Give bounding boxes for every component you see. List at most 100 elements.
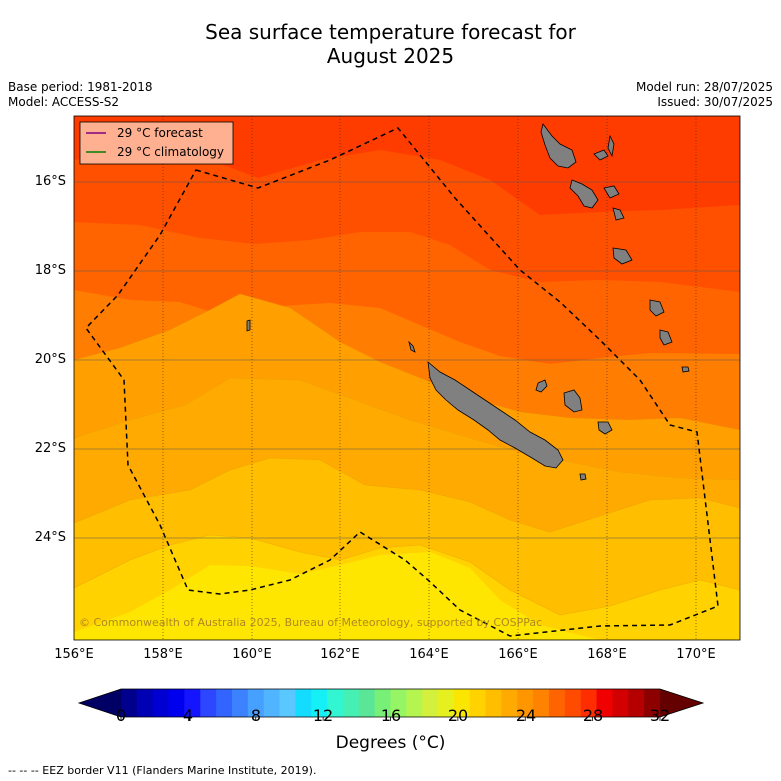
cb-tick-20: 20 <box>447 706 469 725</box>
issued-date: Issued: 30/07/2025 <box>657 95 773 109</box>
colorbar-over-arrow <box>660 689 703 717</box>
loyalty-1 <box>535 379 548 393</box>
vanuatu-3 <box>593 149 609 161</box>
xtick-168e: 168°E <box>587 647 627 662</box>
ytick-22s: 22°S <box>34 441 66 456</box>
vanuatu-10 <box>681 366 690 373</box>
colorbar-segment <box>358 689 376 717</box>
colorbar-segment <box>184 689 201 717</box>
colorbar-segment <box>469 689 487 717</box>
isle-pins <box>579 473 587 481</box>
colorbar-label: Degrees (°C) <box>335 733 446 753</box>
colorbar-segment <box>342 689 360 717</box>
colorbar-segment <box>533 689 550 717</box>
legend: 29 °C forecast 29 °C climatology <box>79 121 234 165</box>
colorbar-segment <box>438 689 455 717</box>
colorbar-segment <box>152 689 170 717</box>
colorbar-segment <box>327 689 344 717</box>
legend-climatology-label: 29 °C climatology <box>117 145 224 159</box>
colorbar-segment <box>390 689 407 717</box>
map-frame <box>73 115 741 641</box>
colorbar-segment <box>628 689 645 717</box>
legend-forecast-label: 29 °C forecast <box>117 126 203 140</box>
colorbar-segment <box>200 689 217 717</box>
colorbar-segment <box>136 689 154 717</box>
xtick-164e: 164°E <box>409 647 449 662</box>
colorbar-segment <box>374 689 391 717</box>
cb-tick-24: 24 <box>515 706 537 725</box>
cb-tick-0: 0 <box>115 706 127 725</box>
contour-lines <box>74 293 740 616</box>
title-line-1: Sea surface temperature forecast for <box>205 20 576 44</box>
vanuatu-4 <box>603 185 620 199</box>
colorbar-segment <box>644 689 661 717</box>
colorbar-segment <box>311 689 328 717</box>
title-line-2: August 2025 <box>326 44 455 68</box>
xtick-158e: 158°E <box>143 647 183 662</box>
vanuatu-6 <box>612 247 633 265</box>
vanuatu-9 <box>659 329 673 346</box>
colorbar-segment <box>406 689 423 717</box>
ytick-20s: 20°S <box>34 352 66 367</box>
cb-tick-28: 28 <box>582 706 604 725</box>
sst-band-9 <box>74 552 600 640</box>
vanuatu-5 <box>612 207 625 221</box>
loyalty-2 <box>563 389 583 413</box>
vanuatu-8 <box>649 299 665 317</box>
lat-gridlines <box>74 181 740 539</box>
lon-gridlines <box>162 116 697 640</box>
colorbar-segment <box>216 689 233 717</box>
colorbar-segment <box>168 689 185 717</box>
colorbar-segment <box>422 689 439 717</box>
vanuatu-7 <box>607 134 615 158</box>
colorbar-segment <box>580 689 598 717</box>
colorbar-segment <box>279 689 296 717</box>
chesterfield <box>246 319 251 332</box>
legend-box <box>79 121 234 165</box>
colorbar-segment <box>121 689 138 717</box>
chart-title: Sea surface temperature forecast for Aug… <box>0 20 781 68</box>
eez-border <box>85 127 719 637</box>
cb-tick-12: 12 <box>312 706 334 725</box>
colorbar-segment <box>564 689 582 717</box>
vanuatu-1 <box>540 123 577 169</box>
xtick-166e: 166°E <box>498 647 538 662</box>
cb-tick-4: 4 <box>182 706 194 725</box>
meta-left: Base period: 1981-2018 Model: ACCESS-S2 <box>8 80 153 110</box>
copyright-text: © Commonwealth of Australia 2025, Bureau… <box>79 616 542 629</box>
ytick-18s: 18°S <box>34 263 66 278</box>
model-run: Model run: 28/07/2025 <box>635 80 773 94</box>
colorbar-segment <box>501 689 518 717</box>
model-name: Model: ACCESS-S2 <box>8 95 120 109</box>
cb-tick-8: 8 <box>250 706 262 725</box>
colorbar-segment <box>612 689 629 717</box>
eez-footnote: -- -- -- EEZ border V11 (Flanders Marine… <box>8 764 317 777</box>
land-masses <box>246 123 690 481</box>
colorbar-segment <box>596 689 613 717</box>
colorbar-segment <box>247 689 265 717</box>
xtick-156e: 156°E <box>54 647 94 662</box>
base-period: Base period: 1981-2018 <box>8 80 153 94</box>
colorbar-segment <box>453 689 471 717</box>
island-a <box>408 340 416 353</box>
vanuatu-2 <box>569 179 599 209</box>
new-caledonia <box>427 361 564 469</box>
colorbar-segment <box>263 689 281 717</box>
xtick-170e: 170°E <box>676 647 716 662</box>
sst-field: © Commonwealth of Australia 2025, Bureau… <box>74 116 740 640</box>
colorbar <box>77 688 705 721</box>
ytick-16s: 16°S <box>34 174 66 189</box>
colorbar-segment <box>549 689 566 717</box>
meta-right: Model run: 28/07/2025 Issued: 30/07/2025 <box>636 80 773 110</box>
ytick-24s: 24°S <box>34 530 66 545</box>
loyalty-3 <box>597 421 613 435</box>
colorbar-under-arrow <box>79 689 121 717</box>
xtick-160e: 160°E <box>232 647 272 662</box>
cb-tick-16: 16 <box>380 706 402 725</box>
cb-tick-32: 32 <box>649 706 671 725</box>
colorbar-segment <box>485 689 502 717</box>
xtick-162e: 162°E <box>320 647 360 662</box>
colorbar-segment <box>517 689 534 717</box>
colorbar-segment <box>295 689 312 717</box>
